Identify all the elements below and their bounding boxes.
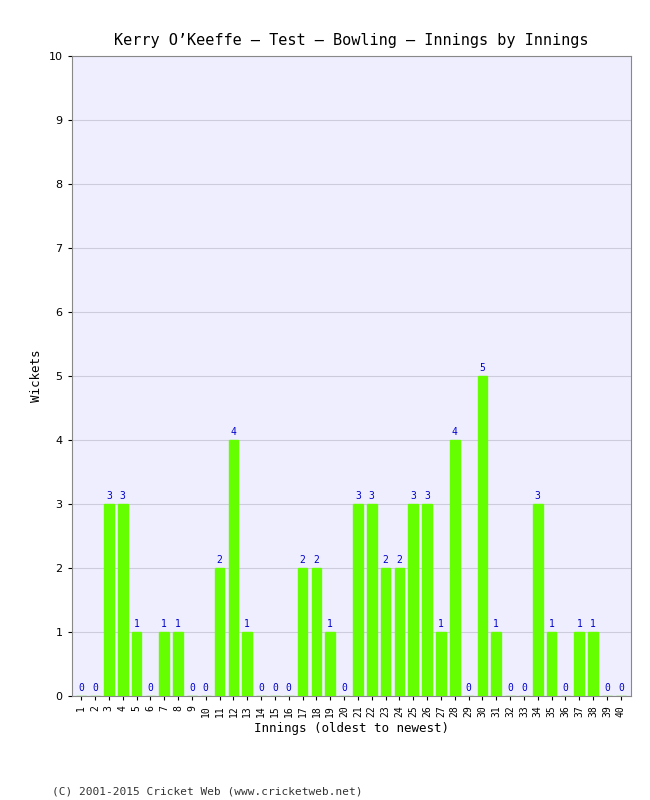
Text: 3: 3 [410,490,416,501]
Text: 2: 2 [396,555,402,565]
Bar [326,632,335,696]
Text: 0: 0 [507,682,513,693]
Bar [408,504,418,696]
Text: 0: 0 [258,682,264,693]
Bar [367,504,376,696]
Bar [132,632,142,696]
Bar [311,568,321,696]
Bar [229,440,239,696]
Text: 5: 5 [480,363,486,373]
Text: 0: 0 [604,682,610,693]
Text: 0: 0 [92,682,98,693]
Text: 2: 2 [383,555,389,565]
Bar [173,632,183,696]
Bar [353,504,363,696]
Text: 1: 1 [438,619,444,629]
Bar [381,568,391,696]
Text: 1: 1 [161,619,167,629]
Text: 3: 3 [355,490,361,501]
Text: 3: 3 [106,490,112,501]
Text: 1: 1 [590,619,596,629]
Text: 3: 3 [535,490,541,501]
Text: 2: 2 [300,555,306,565]
Bar [214,568,224,696]
Text: 3: 3 [369,490,374,501]
Bar [436,632,446,696]
Text: 3: 3 [424,490,430,501]
Title: Kerry O’Keeffe – Test – Bowling – Innings by Innings: Kerry O’Keeffe – Test – Bowling – Inning… [114,33,588,48]
Bar [242,632,252,696]
Bar [450,440,460,696]
Text: 0: 0 [78,682,84,693]
Bar [395,568,404,696]
Bar [533,504,543,696]
Text: 1: 1 [175,619,181,629]
Bar [491,632,501,696]
Bar [118,504,127,696]
Text: 0: 0 [189,682,195,693]
Text: 0: 0 [148,682,153,693]
Bar [159,632,169,696]
Text: 1: 1 [328,619,333,629]
Y-axis label: Wickets: Wickets [30,350,43,402]
Text: 0: 0 [341,682,347,693]
Text: 0: 0 [562,682,568,693]
X-axis label: Innings (oldest to newest): Innings (oldest to newest) [254,722,448,735]
Text: 0: 0 [618,682,624,693]
Bar [547,632,556,696]
Text: (C) 2001-2015 Cricket Web (www.cricketweb.net): (C) 2001-2015 Cricket Web (www.cricketwe… [52,786,363,796]
Text: 4: 4 [452,427,458,437]
Text: 1: 1 [244,619,250,629]
Text: 2: 2 [216,555,222,565]
Text: 0: 0 [272,682,278,693]
Text: 4: 4 [231,427,237,437]
Bar [575,632,584,696]
Text: 0: 0 [521,682,527,693]
Text: 1: 1 [549,619,554,629]
Text: 2: 2 [313,555,319,565]
Bar [298,568,307,696]
Text: 0: 0 [465,682,471,693]
Text: 0: 0 [203,682,209,693]
Bar [422,504,432,696]
Bar [104,504,114,696]
Text: 1: 1 [134,619,140,629]
Text: 1: 1 [577,619,582,629]
Bar [588,632,598,696]
Text: 3: 3 [120,490,125,501]
Bar [478,376,488,696]
Text: 0: 0 [286,682,292,693]
Text: 1: 1 [493,619,499,629]
